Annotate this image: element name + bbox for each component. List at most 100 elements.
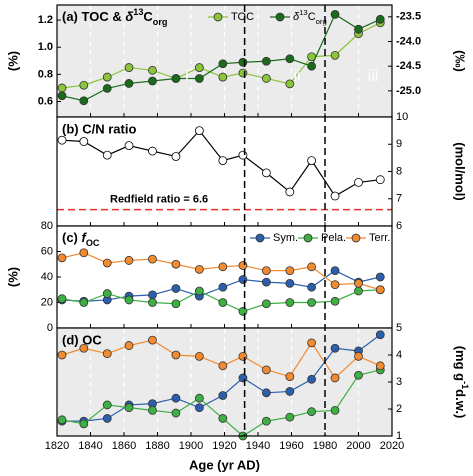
y-tick-label: 60 [41, 245, 53, 257]
y2-tick-label: 10 [396, 111, 408, 123]
data-point [330, 343, 340, 353]
data-point [261, 56, 271, 66]
plot-frame [56, 327, 393, 437]
data-point [261, 277, 271, 287]
data-point [330, 9, 340, 19]
y-axis-label: (%) [5, 51, 20, 71]
y2-tick-label: 8 [396, 165, 402, 177]
data-point [148, 146, 157, 156]
legend-label: Sym. [273, 232, 298, 244]
x-tick-label: 1960 [279, 440, 303, 452]
legend-label: Pela. [321, 232, 346, 244]
y2-tick-label: -25.0 [396, 85, 421, 97]
data-point [148, 254, 157, 264]
data-point [307, 374, 317, 384]
data-point [148, 65, 157, 75]
data-point [148, 405, 157, 415]
data-point [330, 296, 340, 306]
text-part: OC [86, 238, 100, 248]
y-tick-label: 40 [41, 271, 53, 283]
data-point [124, 341, 134, 350]
data-point [307, 282, 317, 292]
legend-marker [255, 233, 265, 243]
x-tick-label: 2020 [380, 440, 404, 452]
y-tick-label: 1.0 [38, 41, 53, 53]
panel-title: (d) OC [62, 332, 102, 347]
data-point [79, 298, 89, 307]
data-point [238, 68, 248, 78]
data-point [218, 361, 228, 371]
text-part: org [153, 17, 168, 27]
x-tick-label: 1840 [78, 440, 102, 452]
text-part: 13 [299, 8, 308, 17]
data-point [261, 266, 271, 276]
y2-tick-label: -24.0 [396, 35, 421, 47]
data-point [261, 365, 271, 375]
data-point [171, 350, 181, 360]
data-point [354, 370, 363, 380]
data-point [57, 253, 67, 263]
panel-title: (b) C/N ratio [62, 121, 136, 136]
data-point [171, 152, 181, 161]
data-point [307, 338, 317, 348]
text-part: -1 [460, 381, 470, 389]
data-point [148, 335, 157, 345]
data-point [102, 400, 112, 410]
data-point [375, 285, 385, 295]
text-part: (a) TOC & [62, 9, 125, 24]
data-point [57, 83, 67, 93]
data-point [238, 150, 248, 160]
data-point [307, 156, 317, 166]
data-point [330, 191, 340, 201]
x-tick-label: 1920 [212, 440, 236, 452]
y2-axis-label: (mol/mol) [453, 142, 468, 201]
data-point [218, 59, 228, 69]
data-point [171, 284, 181, 293]
data-point [375, 14, 385, 24]
y2-tick-label: 2 [396, 403, 402, 415]
data-point [79, 343, 89, 353]
plot-background [57, 226, 392, 328]
data-point [194, 264, 204, 274]
text-part: d.w.) [453, 389, 468, 418]
data-point [307, 61, 317, 71]
text-part: (c) [62, 230, 82, 245]
y2-tick-label: -23.5 [396, 11, 421, 23]
data-point [57, 350, 67, 360]
data-point [354, 286, 363, 296]
data-point [218, 156, 228, 166]
data-point [194, 351, 204, 361]
y2-tick-label: 4 [396, 349, 402, 361]
data-point [261, 168, 271, 178]
data-point [285, 412, 295, 422]
text-part: (mg g [453, 346, 468, 381]
text-part: f [82, 230, 88, 245]
data-point [194, 63, 204, 72]
y2-axis-label: (mg g-1d.w.) [453, 346, 470, 419]
data-point [375, 330, 385, 340]
data-point [307, 262, 317, 272]
y2-tick-label: 9 [396, 138, 402, 150]
data-point [79, 80, 89, 90]
data-point [218, 72, 228, 82]
data-point [261, 299, 271, 309]
legend-label: TOC [231, 11, 254, 23]
data-point [124, 79, 134, 88]
data-point [238, 57, 248, 67]
data-point [194, 74, 204, 83]
data-point [285, 298, 295, 307]
y2-tick-label: 5 [396, 322, 402, 334]
data-point [194, 286, 204, 296]
x-axis-label: Age (yr AD) [189, 457, 260, 472]
data-point [218, 298, 228, 307]
data-point [285, 278, 295, 288]
data-point [102, 414, 112, 423]
y2-tick-label: -24.5 [396, 60, 421, 72]
legend-label: δ13Corg [293, 8, 327, 26]
data-point [124, 63, 134, 72]
text-part: C [308, 11, 316, 23]
data-point [171, 299, 181, 309]
data-point [238, 351, 248, 361]
data-point [79, 137, 89, 146]
data-point [194, 126, 204, 136]
